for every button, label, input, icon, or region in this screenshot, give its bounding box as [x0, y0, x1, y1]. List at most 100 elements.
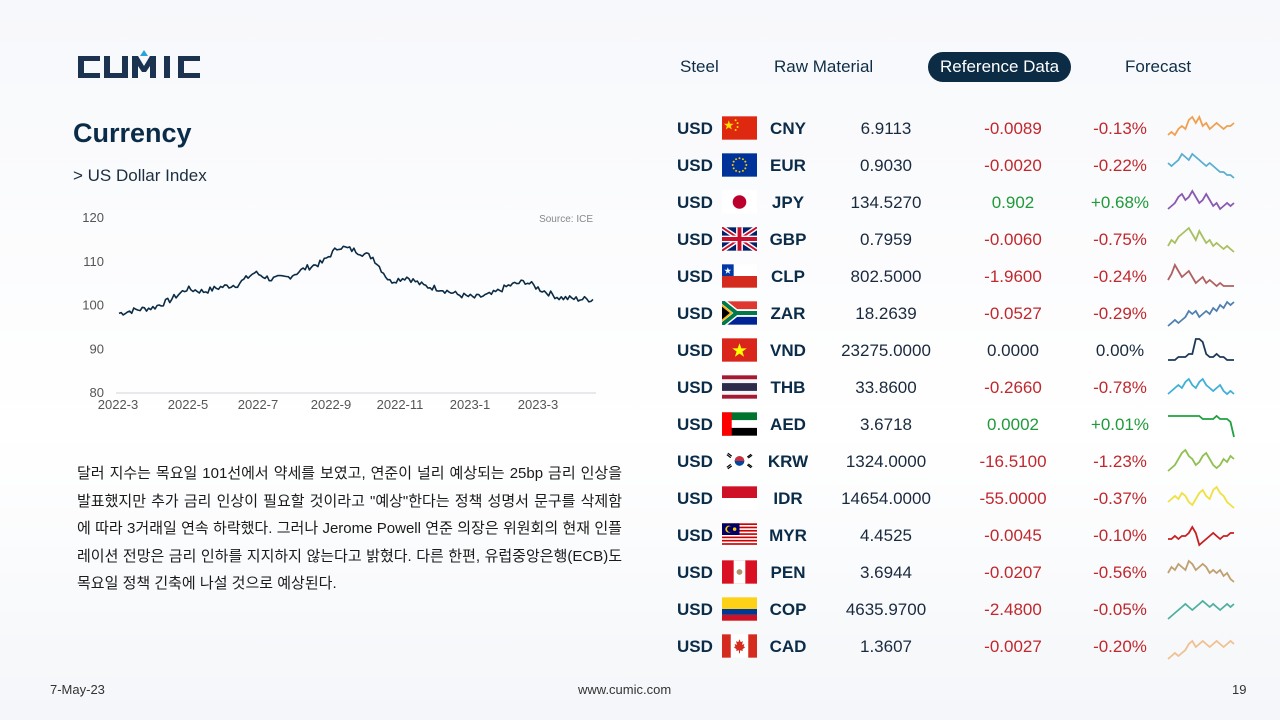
currency-code: AED: [770, 415, 806, 434]
rate-change-percent: -0.29%: [1093, 304, 1147, 323]
currency-row: USD ZAR 18.2639 -0.0527 -0.29%: [670, 295, 1250, 332]
sparkline-path: [1167, 300, 1235, 327]
sparkline: [1167, 226, 1235, 253]
base-currency: USD: [677, 341, 713, 360]
base-currency: USD: [677, 415, 713, 434]
sparkline: [1167, 639, 1235, 660]
commentary-paragraph: 달러 지수는 목요일 101선에서 약세를 보였고, 연준이 널리 예상되는 2…: [77, 465, 622, 592]
y-tick-label: 100: [82, 298, 104, 313]
chart-source-label: Source: ICE: [539, 214, 593, 225]
nav-steel[interactable]: Steel: [680, 57, 719, 76]
exchange-rate: 134.5270: [850, 193, 922, 212]
sparkline: [1167, 152, 1235, 179]
currency-code: PEN: [770, 563, 806, 582]
rate-change: 0.0000: [987, 341, 1039, 360]
currency-code: KRW: [767, 452, 809, 471]
flag-gbp-icon: [722, 227, 757, 251]
base-currency: USD: [677, 230, 713, 249]
sparkline-path: [1167, 114, 1235, 137]
flag-eur-icon: [722, 153, 757, 177]
rate-change: -0.0027: [984, 637, 1042, 656]
base-currency: USD: [677, 600, 713, 619]
rate-change: -2.4800: [984, 600, 1042, 619]
dollar-index-line: [118, 245, 594, 316]
rate-change: -0.0207: [984, 563, 1042, 582]
flag-myr-icon: [722, 523, 757, 547]
sparkline: [1167, 189, 1235, 211]
sparkline: [1167, 114, 1235, 137]
rate-change-percent: -0.24%: [1093, 267, 1147, 286]
footer-url[interactable]: www.cumic.com: [578, 682, 672, 697]
currency-code: EUR: [770, 156, 806, 175]
currency-code: JPY: [771, 193, 805, 212]
rate-change-percent: -0.78%: [1093, 378, 1147, 397]
sparkline-path: [1167, 639, 1235, 660]
base-currency: USD: [677, 267, 713, 286]
sparkline: [1167, 559, 1235, 583]
currency-row: USD VND 23275.0000 0.0000 0.00%: [670, 332, 1250, 369]
flag-clp-icon: [722, 264, 757, 288]
currency-code: GBP: [769, 230, 807, 249]
exchange-rate: 6.9113: [860, 119, 912, 138]
rate-change-percent: +0.01%: [1090, 415, 1150, 434]
exchange-rate: 3.6718: [860, 415, 912, 434]
nav-forecast[interactable]: Forecast: [1125, 57, 1192, 76]
currency-row: USD JPY 134.5270 0.902 +0.68%: [670, 184, 1250, 221]
exchange-rate: 23275.0000: [841, 341, 931, 360]
base-currency: USD: [677, 378, 713, 397]
currency-row: USD CLP 802.5000 -1.9600 -0.24%: [670, 258, 1250, 295]
rate-change-percent: -0.20%: [1093, 637, 1147, 656]
sparkline-path: [1167, 377, 1235, 396]
currency-code: VND: [770, 341, 806, 360]
base-currency: USD: [677, 119, 713, 138]
sparkline-path: [1167, 262, 1234, 288]
flag-zar-icon: [722, 301, 757, 325]
sparkline-path: [1167, 152, 1235, 179]
sparkline: [1167, 262, 1234, 288]
x-tick-label: 2022-3: [98, 397, 138, 412]
base-currency: USD: [677, 193, 713, 212]
exchange-rate: 14654.0000: [841, 489, 931, 508]
page-number: 19: [1232, 682, 1247, 697]
rate-change-percent: 0.00%: [1095, 341, 1145, 360]
rate-change-percent: -0.75%: [1093, 230, 1147, 249]
flag-krw-icon: [722, 449, 757, 473]
flag-pen-icon: [722, 560, 757, 584]
rate-change: -16.5100: [979, 452, 1047, 471]
rate-change-percent: -0.37%: [1093, 489, 1147, 508]
page-title: Currency: [73, 118, 192, 148]
y-tick-label: 120: [82, 210, 104, 225]
base-currency: USD: [677, 637, 713, 656]
currency-row: USD MYR 4.4525 -0.0045 -0.10%: [670, 517, 1250, 554]
currency-code: CAD: [769, 637, 807, 656]
exchange-rate: 4.4525: [860, 526, 912, 545]
sparkline-path: [1168, 414, 1235, 438]
base-currency: USD: [677, 563, 713, 582]
rate-change: -0.0045: [984, 526, 1042, 545]
nav-reference-data[interactable]: Reference Data: [928, 52, 1072, 82]
sparkline: [1167, 377, 1235, 396]
nav-raw-material[interactable]: Raw Material: [774, 57, 874, 76]
sparkline-path: [1167, 485, 1235, 509]
rate-change: -0.0020: [984, 156, 1042, 175]
sparkline-path: [1168, 338, 1234, 361]
sparkline-path: [1167, 226, 1235, 253]
rate-change-percent: -0.22%: [1093, 156, 1147, 175]
rate-change: -0.2660: [984, 378, 1042, 397]
sparkline-path: [1167, 559, 1235, 583]
exchange-rate: 4635.9700: [845, 600, 927, 619]
sparkline: [1167, 300, 1235, 327]
sparkline: [1168, 414, 1235, 438]
currency-row: USD AED 3.6718 0.0002 +0.01%: [670, 406, 1250, 443]
rate-change: -55.0000: [979, 489, 1047, 508]
flag-jpy-icon: [722, 190, 757, 214]
currency-code: ZAR: [770, 304, 806, 323]
footer-date: 7-May-23: [50, 682, 105, 697]
rate-change-percent: -0.10%: [1093, 526, 1147, 545]
rate-change: -1.9600: [984, 267, 1042, 286]
currency-row: USD PEN 3.6944 -0.0207 -0.56%: [670, 554, 1250, 591]
flag-aed-icon: [722, 412, 757, 436]
exchange-rate: 18.2639: [855, 304, 917, 323]
cumic-logo: [78, 50, 200, 78]
currency-row: USD GBP 0.7959 -0.0060 -0.75%: [670, 221, 1250, 258]
